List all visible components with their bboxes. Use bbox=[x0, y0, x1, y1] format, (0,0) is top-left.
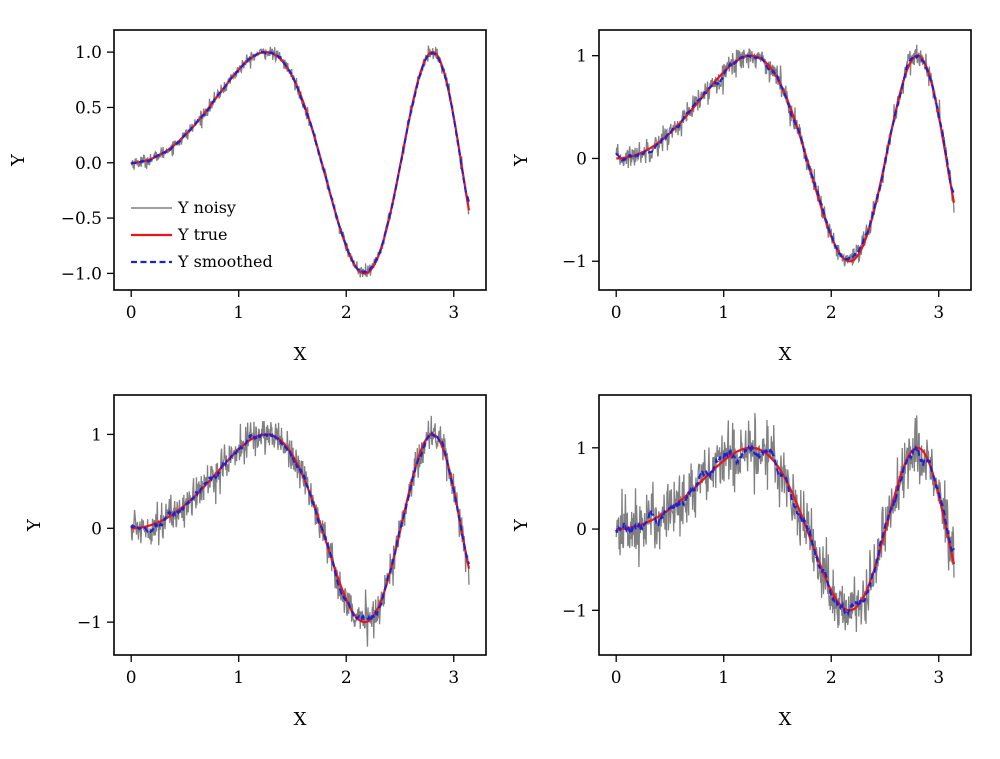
y-axis-label: Y bbox=[511, 153, 532, 167]
legend-entry: Y smoothed bbox=[177, 252, 273, 271]
y-tick-label: −0.5 bbox=[61, 209, 102, 229]
x-axis-label: X bbox=[294, 344, 307, 365]
x-tick-label: 2 bbox=[826, 668, 837, 688]
y-tick-label: 0 bbox=[576, 149, 587, 169]
legend: Y noisy Y true Y smoothed bbox=[124, 190, 292, 274]
x-tick-label: 2 bbox=[341, 303, 352, 323]
y-tick-label: 1 bbox=[91, 425, 102, 445]
subplot-2: 0 1 2 3 −1 0 1 X Y bbox=[511, 29, 972, 365]
x-tick-label: 3 bbox=[933, 303, 944, 323]
y-tick-label: −1 bbox=[77, 613, 102, 633]
legend-entry: Y true bbox=[177, 225, 228, 244]
y-tick-label: −1 bbox=[562, 601, 587, 621]
x-tick-label: 2 bbox=[341, 668, 352, 688]
series-y-noisy bbox=[130, 415, 470, 647]
axes-frame bbox=[113, 29, 487, 291]
x-tick-label: 0 bbox=[126, 303, 137, 323]
x-tick-label: 2 bbox=[826, 303, 837, 323]
x-tick-label: 0 bbox=[611, 668, 622, 688]
plot-area bbox=[615, 413, 956, 632]
axes-frame bbox=[113, 394, 487, 656]
series-y-smoothed bbox=[130, 50, 470, 274]
x-axis-label: X bbox=[779, 344, 792, 365]
y-tick-label: 0.5 bbox=[75, 98, 102, 118]
series-y-smoothed bbox=[130, 430, 470, 624]
y-tick-label: 0 bbox=[576, 520, 587, 540]
series-y-noisy bbox=[615, 413, 955, 632]
axes-frame bbox=[598, 29, 972, 291]
x-tick-label: 0 bbox=[611, 303, 622, 323]
x-tick-label: 1 bbox=[718, 668, 729, 688]
y-tick-label: 1 bbox=[576, 47, 587, 67]
subplot-3: 0 1 2 3 −1 0 1 X Y bbox=[24, 394, 487, 730]
x-tick-label: 1 bbox=[233, 668, 244, 688]
y-tick-label: 1.0 bbox=[75, 43, 102, 63]
y-tick-label: 1 bbox=[576, 439, 587, 459]
plot-area bbox=[615, 44, 956, 267]
legend-entry: Y noisy bbox=[177, 198, 236, 217]
y-tick-label: −1.0 bbox=[61, 264, 102, 284]
x-tick-label: 1 bbox=[718, 303, 729, 323]
plot-area bbox=[130, 415, 471, 647]
y-tick-label: 0.0 bbox=[75, 154, 102, 174]
series-y-smoothed bbox=[615, 54, 955, 261]
x-tick-label: 3 bbox=[933, 668, 944, 688]
y-axis-label: Y bbox=[511, 518, 532, 532]
x-tick-label: 3 bbox=[448, 668, 459, 688]
subplot-1: 0 1 2 3 −1.0 −0.5 0.0 0.5 1.0 X Y Y noisy Y true Y sm… bbox=[8, 29, 487, 365]
x-axis-label: X bbox=[294, 709, 307, 730]
plot-area bbox=[130, 45, 471, 278]
axes-frame bbox=[598, 394, 972, 656]
x-tick-label: 1 bbox=[233, 303, 244, 323]
subplot-4: 0 1 2 3 −1 0 1 X Y bbox=[511, 394, 972, 730]
y-axis-label: Y bbox=[24, 518, 45, 532]
y-tick-label: 0 bbox=[91, 519, 102, 539]
y-tick-label: −1 bbox=[562, 252, 587, 272]
x-tick-label: 0 bbox=[126, 668, 137, 688]
x-axis-label: X bbox=[779, 709, 792, 730]
y-axis-label: Y bbox=[8, 153, 29, 167]
series-y-smoothed bbox=[615, 444, 955, 618]
x-tick-label: 3 bbox=[448, 303, 459, 323]
